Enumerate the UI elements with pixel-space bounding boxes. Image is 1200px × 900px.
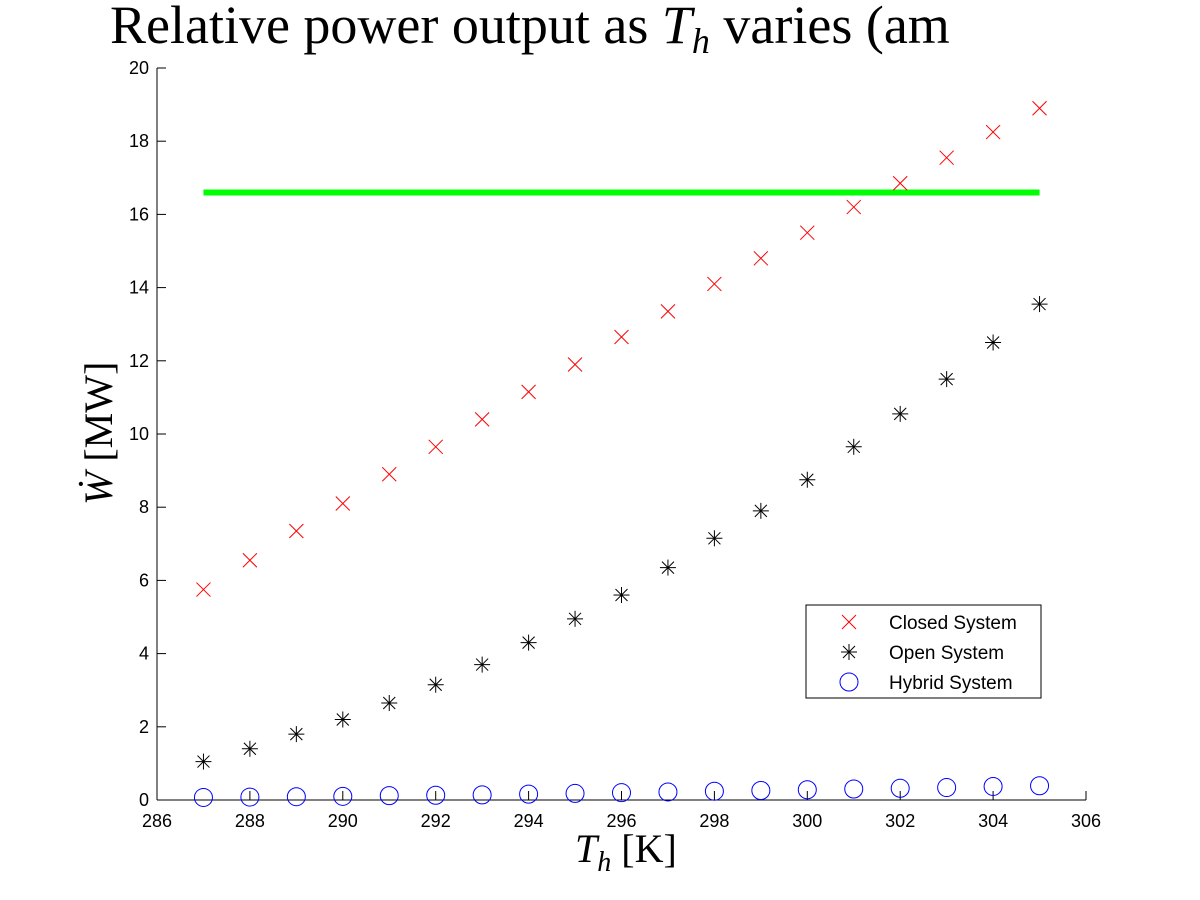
hybrid-system-point <box>1030 776 1050 796</box>
open-system-point <box>985 334 1002 351</box>
y-tick-label: 6 <box>139 570 149 590</box>
open-system-point <box>427 676 444 693</box>
x-axis-label: Th [K] <box>575 826 677 878</box>
x-tick-label: 286 <box>142 811 172 831</box>
open-system-point <box>567 610 584 627</box>
closed-system-point <box>567 357 583 372</box>
x-axis-label-text: Th [K] <box>575 826 677 878</box>
closed-system-point <box>428 439 444 455</box>
hybrid-system-point <box>797 780 817 800</box>
closed-system-point <box>846 199 862 215</box>
x-tick-label: 288 <box>235 811 265 831</box>
legend-marker-open-system <box>841 644 857 660</box>
y-tick-label: 0 <box>139 790 149 810</box>
x-tick-label: 304 <box>978 811 1008 831</box>
legend-label-closed-system: Closed System <box>889 613 1017 634</box>
chart-title: Relative power output as Th varies (am <box>110 0 950 61</box>
x-tick-label: 300 <box>792 811 822 831</box>
closed-system-point <box>1032 100 1047 116</box>
x-tick-label: 290 <box>328 811 358 831</box>
closed-system-point <box>614 329 629 345</box>
closed-system-point <box>753 250 769 266</box>
closed-system-point <box>799 225 815 241</box>
hybrid-system-point <box>565 783 585 803</box>
legend-label-hybrid-system: Hybrid System <box>889 673 1013 694</box>
y-tick-label: 10 <box>129 424 149 444</box>
closed-system-point <box>196 582 211 597</box>
open-system-point <box>659 559 676 576</box>
hybrid-system-point <box>751 780 771 800</box>
y-axis-label: Ẇ [MW] <box>76 362 121 505</box>
closed-system-point <box>707 276 722 292</box>
legend-marker-closed-system <box>841 614 857 630</box>
open-system-point <box>288 726 305 743</box>
open-system-point <box>892 405 909 422</box>
legend: Closed System Open System Hybrid System <box>805 604 1042 699</box>
closed-system-point <box>474 412 490 427</box>
closed-system-point <box>985 124 1001 140</box>
chart-title-text: Relative power output as Th varies (am <box>110 0 950 61</box>
y-tick-label: 14 <box>129 278 149 298</box>
hybrid-system-point <box>240 787 260 807</box>
legend-label-open-system: Open System <box>889 643 1004 664</box>
hybrid-system-point <box>426 785 446 805</box>
closed-system-point <box>939 150 955 166</box>
axes: 286 288 290 292 294 296 298 300 302 304 306 0 2 4 6 8 10… <box>129 58 1101 831</box>
hybrid-system-point <box>193 787 213 807</box>
hybrid-system-point <box>333 786 353 806</box>
x-tick-label: 292 <box>421 811 451 831</box>
hybrid-system-point <box>472 785 492 805</box>
hybrid-system-point <box>937 778 957 798</box>
y-tick-label: 18 <box>129 131 149 151</box>
closed-system-point <box>335 496 351 511</box>
legend-marker-hybrid-system <box>839 672 859 692</box>
x-tick-label: 306 <box>1071 811 1101 831</box>
y-tick-label: 16 <box>129 204 149 224</box>
open-system-point <box>613 587 630 604</box>
open-system-point <box>381 695 398 712</box>
y-tick-label: 8 <box>139 497 149 517</box>
hybrid-system-point <box>983 776 1003 796</box>
hybrid-system-point <box>519 784 539 804</box>
x-tick-label: 296 <box>606 811 636 831</box>
open-system-point <box>938 371 955 388</box>
open-system-point <box>1031 296 1048 313</box>
hybrid-system-point <box>379 786 399 806</box>
closed-system-point <box>892 175 908 191</box>
x-tick-label: 294 <box>514 811 544 831</box>
closed-system-point <box>521 384 536 400</box>
hybrid-system-point <box>704 781 724 801</box>
y-axis-label-text: Ẇ [MW] <box>76 362 121 505</box>
open-system-point <box>520 634 537 651</box>
data-marks <box>193 100 1050 807</box>
hybrid-system-point <box>844 779 864 799</box>
open-system-point <box>334 711 351 728</box>
open-system-point <box>845 438 862 455</box>
open-system-point <box>752 502 769 519</box>
y-tick-label: 12 <box>129 351 149 371</box>
open-system-point <box>799 471 816 488</box>
closed-system-point <box>660 304 676 319</box>
closed-system-point <box>242 552 258 568</box>
open-system-point <box>706 530 723 547</box>
hybrid-system-point <box>286 787 306 807</box>
y-tick-label: 20 <box>129 58 149 78</box>
y-tick-label: 2 <box>139 717 149 737</box>
y-tick-label: 4 <box>139 644 149 664</box>
hybrid-system-point <box>890 778 910 798</box>
open-system-point <box>474 656 491 673</box>
hybrid-system-point <box>658 782 678 802</box>
open-system-point <box>195 753 212 770</box>
x-tick-label: 302 <box>885 811 915 831</box>
closed-system-point <box>288 523 304 539</box>
open-system-point <box>241 740 258 757</box>
hybrid-system-point <box>612 783 631 803</box>
closed-system-point <box>381 466 397 482</box>
x-tick-label: 298 <box>699 811 729 831</box>
